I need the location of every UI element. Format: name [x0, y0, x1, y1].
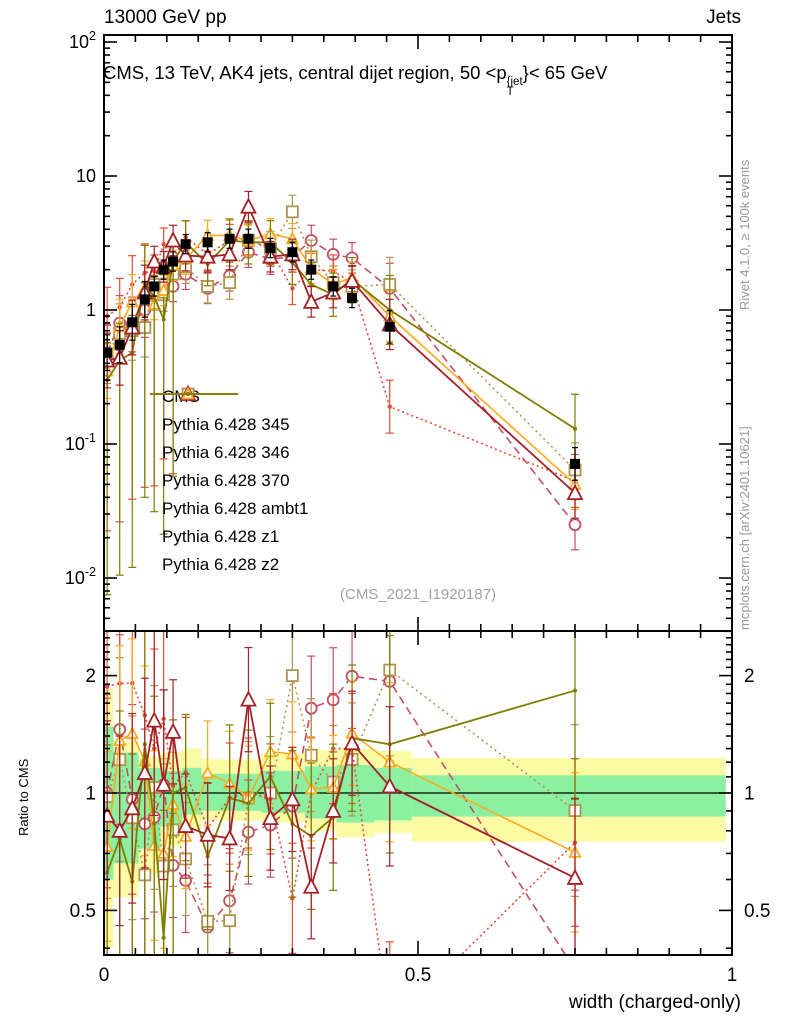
axis-ticks: [103, 35, 733, 955]
legend-item-ambt1: Pythia 6.428 ambt1: [148, 386, 309, 523]
legend-label: Pythia 6.428 ambt1: [162, 499, 309, 518]
analysis-id-watermark: (CMS_2021_I1920187): [340, 586, 496, 603]
y-ratio-tick-label-right: 1: [744, 784, 755, 805]
plot-title-sub: T: [506, 86, 514, 98]
plot-title-sup: {jet: [506, 76, 523, 88]
ylabel-fraction-1: 1 dN / d pT: [0, 256, 3, 315]
series-p370-ratio: [104, 631, 584, 955]
plot-title-suffix: }< 65 GeV: [522, 62, 608, 83]
legend-item-z2: Pythia 6.428 z2: [148, 392, 308, 579]
legend-item-p370: Pythia 6.428 370: [148, 384, 308, 495]
y-ratio-tick-label-left: 1: [85, 784, 96, 805]
y-main-tick-label: 102: [69, 29, 96, 52]
y-ratio-tick-label-left: 2: [85, 666, 96, 687]
legend-marker-z2: [150, 392, 238, 396]
ylabel-fraction-2: d2N d pT dλ: [0, 187, 5, 234]
legend-label: Pythia 6.428 346: [162, 443, 290, 462]
legend-label: Pythia 6.428 z2: [162, 555, 280, 574]
legend-label: Pythia 6.428 345: [162, 415, 290, 434]
main-y-axis-label: # 1 dN / d pT # d2N d pT dλ: [0, 187, 6, 330]
x-axis-label: width (charged-only): [568, 992, 741, 1013]
legend-item-p346: Pythia 6.428 346: [148, 387, 308, 467]
ratio-y-axis-label: Ratio to CMS: [16, 758, 31, 836]
legend-label: Pythia 6.428 z1: [162, 527, 280, 546]
band-green: [336, 764, 375, 823]
series-cms-main: [104, 228, 580, 481]
plot-title-supsub: {jet T: [506, 76, 523, 98]
y-ratio-tick-label-left: 0.5: [70, 901, 96, 922]
beam-energy-label: 13000 GeV pp: [104, 7, 227, 28]
legend-item-z1: Pythia 6.428 z1: [148, 391, 308, 551]
plot-title-text: CMS, 13 TeV, AK4 jets, central dijet reg…: [103, 62, 507, 83]
x-tick-label: 0: [99, 965, 110, 986]
legend-label: Pythia 6.428 370: [162, 471, 290, 490]
x-tick-label: 0.5: [405, 965, 431, 986]
y-main-tick-label: 10: [76, 166, 96, 186]
band-green: [104, 726, 114, 880]
y-main-tick-label: 10-2: [65, 565, 96, 588]
y-ratio-tick-label-right: 2: [744, 666, 755, 687]
x-tick-label: 1: [727, 965, 738, 986]
analysis-group-label: Jets: [706, 7, 741, 28]
legend: CMS Pythia 6.428 345 Pythia 6.428 346 Pythi…: [148, 383, 308, 579]
legend-item-p345: Pythia 6.428 345: [148, 387, 308, 439]
main-panel-series: [104, 190, 584, 596]
ratio-panel-series: [104, 631, 584, 955]
rivet-version-note: Rivet 4.1.0, ≥ 100k events: [737, 159, 752, 310]
y-main-tick-label: 1: [86, 300, 96, 320]
ratio-uncertainty-bands: [104, 688, 726, 949]
mcplots-arxiv-note: mcplots.cern.ch [arXiv:2401.10621]: [737, 426, 752, 630]
y-main-tick-label: 10-1: [65, 431, 96, 454]
y-ratio-tick-label-right: 0.5: [744, 901, 770, 922]
plot-title: CMS, 13 TeV, AK4 jets, central dijet reg…: [103, 62, 748, 98]
